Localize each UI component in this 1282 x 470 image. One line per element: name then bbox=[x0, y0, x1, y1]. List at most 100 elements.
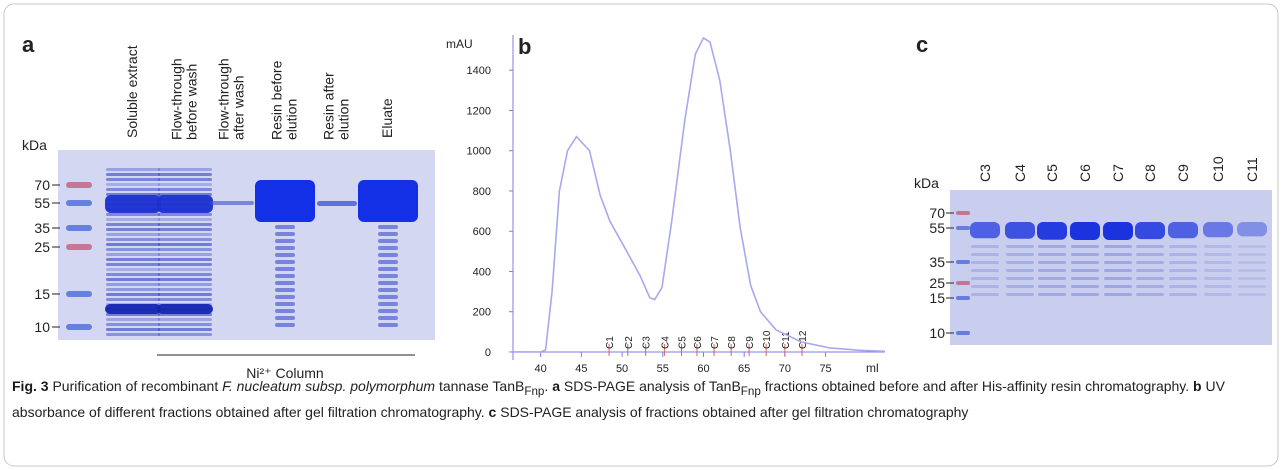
gel-band bbox=[1136, 293, 1164, 296]
gel-band bbox=[1169, 261, 1197, 264]
gel-band bbox=[158, 283, 212, 286]
gel-band bbox=[106, 183, 160, 186]
gel-band bbox=[1038, 277, 1066, 280]
gel-band bbox=[1103, 222, 1133, 240]
y-tick-label: 0 bbox=[485, 347, 491, 359]
gel-band bbox=[378, 281, 398, 285]
gel-band bbox=[1237, 222, 1267, 237]
fraction-label: C3 bbox=[642, 336, 653, 349]
marker-label: 15 bbox=[929, 290, 945, 306]
lane-label: Eluate bbox=[379, 98, 395, 138]
gel-band bbox=[106, 288, 160, 291]
gel-band bbox=[1104, 245, 1132, 248]
gel-band bbox=[106, 178, 160, 181]
gel-band bbox=[1006, 261, 1034, 264]
gel-band bbox=[378, 295, 398, 299]
lane-label: C5 bbox=[1044, 164, 1060, 182]
gel-band bbox=[1136, 277, 1164, 280]
gel-band bbox=[1104, 277, 1132, 280]
gel-band bbox=[158, 233, 212, 236]
gel-band bbox=[158, 278, 212, 281]
gel-band bbox=[158, 298, 212, 301]
lane-label: Flow-through bbox=[169, 58, 185, 140]
lane-label: Resin after bbox=[321, 72, 337, 140]
y-tick-label: 200 bbox=[473, 307, 491, 319]
gel-band bbox=[317, 201, 357, 206]
kda-label: kDa bbox=[22, 137, 47, 153]
gel-band bbox=[1037, 222, 1067, 240]
gel-band bbox=[1136, 285, 1164, 288]
gel-band bbox=[275, 246, 295, 250]
marker-label: 25 bbox=[34, 239, 50, 255]
panel-label: c bbox=[916, 32, 928, 57]
kda-label: kDa bbox=[914, 175, 939, 191]
gel-band bbox=[158, 273, 212, 276]
caption-part: Fig. 3 bbox=[12, 378, 49, 394]
marker-label: 10 bbox=[34, 319, 50, 335]
gel-band bbox=[106, 223, 160, 226]
caption-part: Fnp bbox=[740, 384, 761, 398]
gel-band bbox=[106, 243, 160, 246]
gel-band bbox=[105, 195, 161, 213]
y-axis-label: mAU bbox=[446, 37, 473, 51]
panel-label: a bbox=[22, 32, 35, 57]
y-tick-label: 1000 bbox=[467, 146, 491, 158]
gel-band bbox=[1169, 253, 1197, 256]
x-tick-label: 55 bbox=[657, 363, 669, 375]
gel-band bbox=[1169, 285, 1197, 288]
gel-band bbox=[1071, 285, 1099, 288]
lane-label: C4 bbox=[1012, 164, 1028, 182]
gel-band bbox=[158, 288, 212, 291]
panel-label: b bbox=[518, 34, 531, 59]
gel-band bbox=[1238, 261, 1266, 264]
gel-band bbox=[105, 304, 161, 314]
gel-band bbox=[1238, 269, 1266, 272]
marker-label: 25 bbox=[929, 275, 945, 291]
caption-part: fractions obtained before and after His-… bbox=[760, 378, 1194, 394]
gel-band bbox=[106, 323, 160, 326]
gel-band bbox=[1135, 222, 1165, 240]
gel-band bbox=[255, 180, 315, 222]
gel-band bbox=[378, 232, 398, 236]
caption-part: SDS-PAGE analysis of fractions obtained … bbox=[496, 403, 969, 420]
gel-band bbox=[378, 309, 398, 313]
caption-part: SDS-PAGE analysis of TanB bbox=[560, 378, 741, 394]
gel-band bbox=[1104, 285, 1132, 288]
gel-band bbox=[378, 288, 398, 292]
gel-band bbox=[275, 295, 295, 299]
gel-band bbox=[378, 260, 398, 264]
gel-band bbox=[1136, 261, 1164, 264]
marker-label: 15 bbox=[34, 286, 50, 302]
x-tick-label: 75 bbox=[819, 363, 831, 375]
gel-band bbox=[378, 246, 398, 250]
gel-band bbox=[275, 316, 295, 320]
gel-band bbox=[970, 222, 1000, 239]
gel-band bbox=[1070, 222, 1100, 240]
gel-band bbox=[158, 268, 212, 271]
gel-band bbox=[66, 244, 92, 250]
lane-label: C10 bbox=[1210, 156, 1226, 182]
gel-band bbox=[158, 318, 212, 321]
gel-band bbox=[378, 323, 398, 327]
gel-band bbox=[275, 281, 295, 285]
gel-band bbox=[158, 238, 212, 241]
fraction-label: C12 bbox=[798, 330, 809, 349]
caption-part: b bbox=[1193, 378, 1202, 394]
gel-band bbox=[956, 211, 970, 215]
lane-label: C8 bbox=[1142, 164, 1158, 182]
gel-band bbox=[971, 253, 999, 256]
gel-band bbox=[956, 331, 970, 335]
caption: Fig. 3 Purification of recombinant F. nu… bbox=[12, 376, 1267, 423]
gel-band bbox=[106, 273, 160, 276]
gel-band bbox=[1238, 253, 1266, 256]
gel-band bbox=[1071, 277, 1099, 280]
gel-band bbox=[106, 238, 160, 241]
y-tick-label: 400 bbox=[473, 266, 491, 278]
gel-band bbox=[1169, 245, 1197, 248]
gel-band bbox=[66, 291, 92, 297]
x-tick-label: 60 bbox=[697, 363, 709, 375]
gel-band bbox=[1006, 269, 1034, 272]
gel-band bbox=[956, 260, 970, 264]
